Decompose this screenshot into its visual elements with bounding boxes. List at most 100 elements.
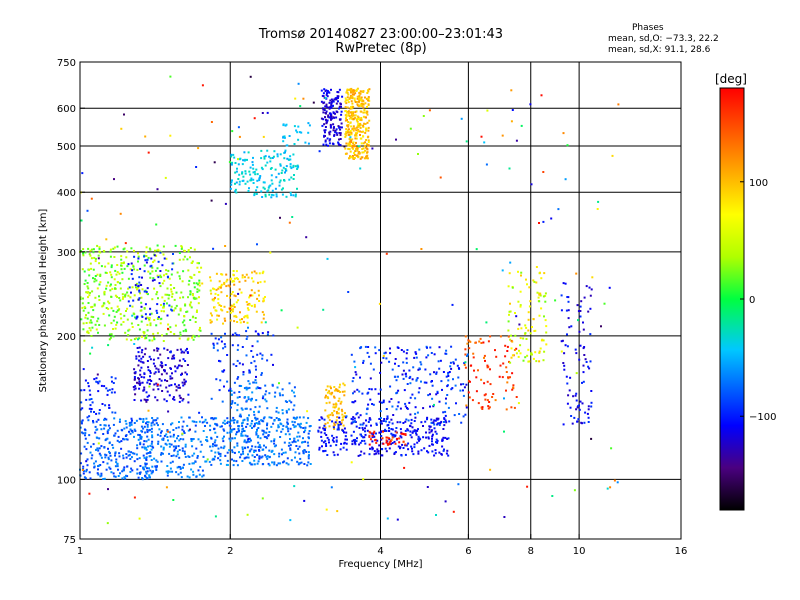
scatter-point [551, 495, 553, 497]
scatter-point [244, 170, 246, 172]
scatter-point [233, 270, 235, 272]
scatter-point [286, 462, 288, 464]
scatter-point [179, 401, 181, 403]
scatter-point [125, 423, 127, 425]
scatter-point [183, 430, 185, 432]
scatter-point [411, 448, 413, 450]
scatter-point [297, 139, 299, 141]
scatter-point [340, 114, 342, 116]
scatter-point [245, 330, 247, 332]
scatter-point [153, 384, 155, 386]
scatter-point [575, 395, 577, 397]
scatter-point [252, 454, 254, 456]
scatter-point [276, 195, 278, 197]
scatter-point [423, 447, 425, 449]
scatter-point [335, 421, 337, 423]
scatter-point [354, 111, 356, 113]
scatter-point [561, 351, 563, 353]
scatter-point [358, 105, 360, 107]
scatter-point [174, 440, 176, 442]
scatter-point [176, 437, 178, 439]
scatter-point [130, 468, 132, 470]
scatter-point [257, 427, 259, 429]
scatter-point [407, 443, 409, 445]
scatter-point [138, 256, 140, 258]
scatter-point [284, 151, 286, 153]
scatter-point [308, 437, 310, 439]
scatter-point [168, 298, 170, 300]
scatter-point [215, 310, 217, 312]
scatter-point [353, 125, 355, 127]
scatter-point [363, 360, 365, 362]
scatter-point [290, 401, 292, 403]
scatter-point [196, 311, 198, 313]
scatter-point [337, 95, 339, 97]
scatter-point [403, 433, 405, 435]
scatter-point [113, 424, 115, 426]
scatter-point [268, 156, 270, 158]
scatter-point [324, 429, 326, 431]
scatter-point [150, 258, 152, 260]
scatter-point [239, 158, 241, 160]
scatter-point [183, 421, 185, 423]
scatter-point [144, 270, 146, 272]
scatter-point [223, 282, 225, 284]
scatter-point [457, 365, 459, 367]
scatter-point [317, 430, 319, 432]
scatter-point [510, 311, 512, 313]
scatter-point [248, 151, 250, 153]
scatter-point [410, 397, 412, 399]
scatter-point [212, 248, 214, 250]
scatter-point [235, 162, 237, 164]
scatter-point [80, 389, 82, 391]
scatter-point [109, 468, 111, 470]
scatter-point [240, 454, 242, 456]
scatter-point [527, 330, 529, 332]
scatter-point [223, 369, 225, 371]
scatter-point [96, 320, 98, 322]
scatter-point [217, 298, 219, 300]
scatter-point [91, 398, 93, 400]
scatter-point [93, 257, 95, 259]
scatter-point [147, 426, 149, 428]
scatter-point [167, 439, 169, 441]
scatter-point [259, 406, 261, 408]
scatter-point [563, 282, 565, 284]
scatter-point [504, 345, 506, 347]
scatter-point [435, 514, 437, 516]
scatter-point [577, 418, 579, 420]
scatter-point [108, 407, 110, 409]
scatter-point [269, 185, 271, 187]
scatter-point [220, 336, 222, 338]
scatter-point [339, 106, 341, 108]
scatter-point [444, 411, 446, 413]
scatter-point [563, 132, 565, 134]
scatter-point [179, 259, 181, 261]
scatter-point [258, 411, 260, 413]
scatter-point [361, 393, 363, 395]
scatter-point [242, 448, 244, 450]
scatter-point [137, 258, 139, 260]
scatter-point [248, 309, 250, 311]
scatter-point [338, 400, 340, 402]
scatter-point [370, 377, 372, 379]
scatter-point [324, 409, 326, 411]
scatter-point [142, 420, 144, 422]
scatter-point [369, 453, 371, 455]
scatter-point [140, 400, 142, 402]
scatter-point [182, 400, 184, 402]
scatter-point [566, 376, 568, 378]
scatter-point [565, 178, 567, 180]
scatter-point [139, 347, 141, 349]
scatter-point [337, 142, 339, 144]
scatter-point [104, 424, 106, 426]
scatter-point [154, 279, 156, 281]
scatter-point [458, 413, 460, 415]
scatter-point [86, 322, 88, 324]
scatter-point [447, 379, 449, 381]
scatter-point [187, 401, 189, 403]
scatter-point [227, 432, 229, 434]
scatter-point [356, 147, 358, 149]
scatter-point [111, 411, 113, 413]
scatter-point [338, 427, 340, 429]
